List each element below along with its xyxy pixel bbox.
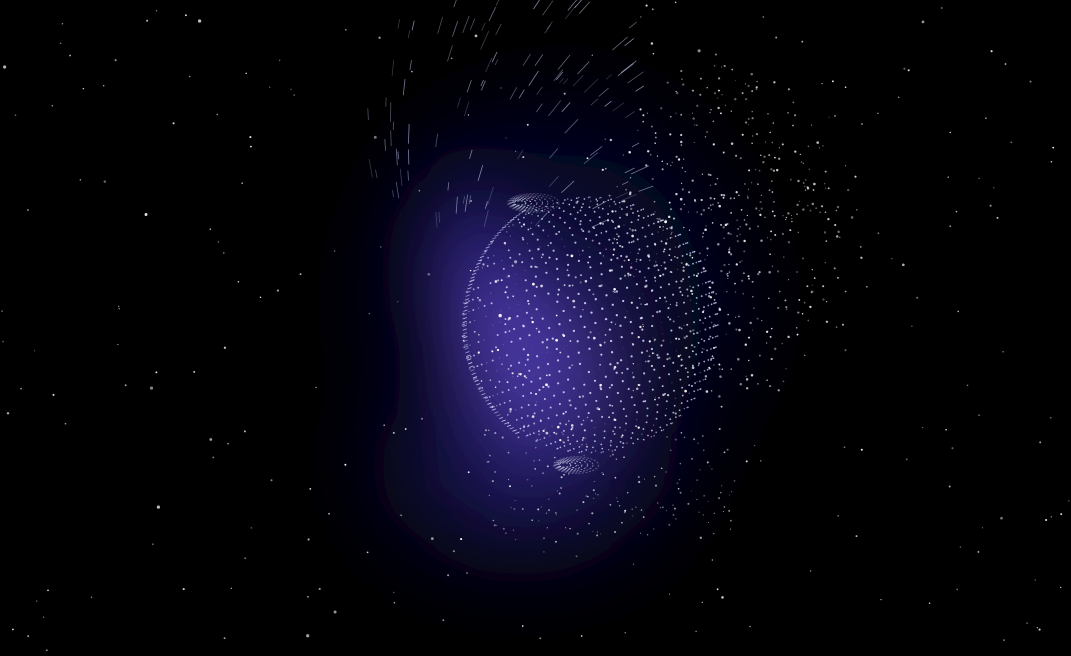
particle-cloud: [483, 64, 863, 541]
spiral-rings: [506, 193, 599, 474]
star-streaks: [367, 0, 654, 228]
particle-sphere: [461, 196, 719, 454]
nebula-glow: [300, 20, 820, 620]
